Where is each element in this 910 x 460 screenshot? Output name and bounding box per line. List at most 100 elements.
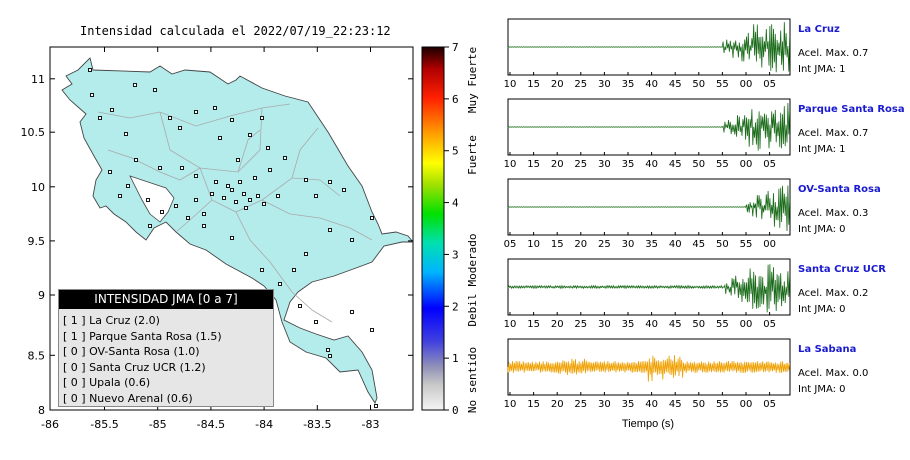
waveform-tick-label: 35 xyxy=(622,159,635,170)
legend-item-jma: [ 0 ] xyxy=(63,391,86,405)
station-marker xyxy=(304,252,308,256)
station-acel: Acel. Max. 0.3 xyxy=(798,208,869,219)
colorbar-tick-label: 1 xyxy=(452,352,459,365)
station-marker xyxy=(126,184,130,188)
station-marker xyxy=(268,168,272,172)
waveform-tick-label: 00 xyxy=(740,319,753,330)
station-marker xyxy=(253,176,257,180)
waveform-tick-label: 30 xyxy=(598,399,611,410)
waveform-tick-label: 40 xyxy=(645,79,658,90)
station-acel: Acel. Max. 0.7 xyxy=(798,128,869,139)
station-marker xyxy=(326,348,330,352)
waveform-tick-label: 40 xyxy=(645,319,658,330)
waveform-tick-label: 50 xyxy=(716,239,729,250)
station-marker xyxy=(153,88,157,92)
waveform-panel: 10 15 20 25 30 35 40 45 50 55 00 05 xyxy=(504,98,791,170)
station-int: Int JMA: 0 xyxy=(798,224,846,235)
legend-item-name: Santa Cruz UCR (1.2) xyxy=(85,360,206,374)
waveform-tick-label: 00 xyxy=(763,239,776,250)
station-label: Parque Santa Rosa xyxy=(798,103,905,117)
waveform-tick-label: 45 xyxy=(669,399,682,410)
waveform-tick-label: 40 xyxy=(645,159,658,170)
station-marker xyxy=(202,212,206,216)
colorbar-tick-label: 2 xyxy=(452,300,459,313)
map-y-tick-label: 8.5 xyxy=(28,349,46,362)
station-marker xyxy=(118,194,122,198)
map-y-tick-label: 10.5 xyxy=(21,126,46,139)
waveform-tick-label: 25 xyxy=(574,399,587,410)
colorbar-tick-label: 4 xyxy=(452,197,459,210)
legend-item-name: OV-Santa Rosa (1.0) xyxy=(85,345,200,358)
waveform-tick-label: 15 xyxy=(527,79,540,90)
legend-list: [ 1 ] La Cruz (2.0)[ 1 ] Parque Santa Ro… xyxy=(59,313,273,406)
station-marker xyxy=(260,116,264,120)
waveform-tick-label: 35 xyxy=(622,399,635,410)
colorbar-tick-label: 0 xyxy=(452,404,459,417)
legend-item-name: Nuevo Arenal (0.6) xyxy=(85,391,193,405)
waveform-tick-label: 45 xyxy=(669,159,682,170)
station-marker xyxy=(146,198,150,202)
legend-item-name: Parque Santa Rosa (1.5) xyxy=(85,329,222,343)
legend-item-jma: [ 1 ] xyxy=(63,329,86,343)
legend-item: [ 0 ] Nuevo Arenal (0.6) xyxy=(59,391,273,407)
map-x-tick-label: -83 xyxy=(362,418,380,431)
legend-item: [ 0 ] Upala (0.6) xyxy=(59,375,273,391)
waveform-tick-label: 50 xyxy=(692,319,705,330)
station-marker xyxy=(236,158,240,162)
map-x-axis: -86 -85.5 -85 -84.5 -84 -83.5 -83 xyxy=(41,47,379,431)
waveform-trace xyxy=(507,355,791,382)
station-marker xyxy=(248,133,252,137)
waveform-tick-label: 50 xyxy=(692,159,705,170)
waveform-tick-label: 40 xyxy=(645,399,658,410)
station-marker xyxy=(108,170,112,174)
station-marker xyxy=(230,188,234,192)
waveform-tick-label: 45 xyxy=(669,79,682,90)
time-axis-label: Tiempo (s) xyxy=(622,418,674,430)
colorbar-label: Fuerte xyxy=(466,135,479,175)
station-int: Int JMA: 1 xyxy=(798,64,846,75)
station-markers xyxy=(88,68,378,408)
legend-title: INTENSIDAD JMA [0 a 7] xyxy=(59,290,273,309)
colorbar-tick-label: 5 xyxy=(452,145,459,158)
map-y-tick-label: 10 xyxy=(31,181,45,194)
waveform-tick-label: 20 xyxy=(551,319,564,330)
waveform-tick-label: 05 xyxy=(763,399,776,410)
station-marker xyxy=(370,328,374,332)
waveform-tick-label: 25 xyxy=(598,239,611,250)
station-int: Int JMA: 1 xyxy=(798,144,846,155)
colorbar-ticks: 7 6 5 4 3 2 1 0 xyxy=(444,41,459,417)
waveform-tick-label: 20 xyxy=(551,399,564,410)
station-marker xyxy=(342,188,346,192)
station-marker xyxy=(244,206,248,210)
station-label: La Sabana xyxy=(798,343,856,357)
waveform-tick-label: 10 xyxy=(504,319,517,330)
station-marker xyxy=(214,180,218,184)
station-acel: Acel. Max. 0.0 xyxy=(798,368,869,379)
station-acel: Acel. Max. 0.7 xyxy=(798,48,869,59)
station-marker xyxy=(283,156,287,160)
legend-item: [ 0 ] Santa Cruz UCR (1.2) xyxy=(59,360,273,376)
map-y-tick-label: 9.5 xyxy=(28,235,46,248)
map-x-tick-label: -86 xyxy=(41,418,59,431)
waveform-tick-label: 25 xyxy=(574,319,587,330)
station-marker xyxy=(186,216,190,220)
station-marker xyxy=(90,93,94,97)
station-marker xyxy=(350,310,354,314)
legend-item-name: La Cruz (2.0) xyxy=(85,314,160,327)
map-y-tick-label: 8 xyxy=(38,404,45,417)
waveform-tick-label: 55 xyxy=(740,239,753,250)
waveform-tick-label: 15 xyxy=(551,239,564,250)
station-marker xyxy=(350,238,354,242)
waveform-panel: 10 15 20 25 30 35 40 45 50 55 00 05 xyxy=(504,18,791,90)
waveform-tick-label: 20 xyxy=(551,159,564,170)
station-marker xyxy=(174,204,178,208)
station-name: Santa Cruz UCR xyxy=(798,264,886,275)
station-marker xyxy=(370,216,374,220)
station-marker xyxy=(148,224,152,228)
station-name: OV-Santa Rosa xyxy=(798,184,881,195)
waveform-tick-label: 45 xyxy=(692,239,705,250)
waveform-tick-label: 05 xyxy=(763,159,776,170)
waveform-tick-label: 55 xyxy=(716,399,729,410)
